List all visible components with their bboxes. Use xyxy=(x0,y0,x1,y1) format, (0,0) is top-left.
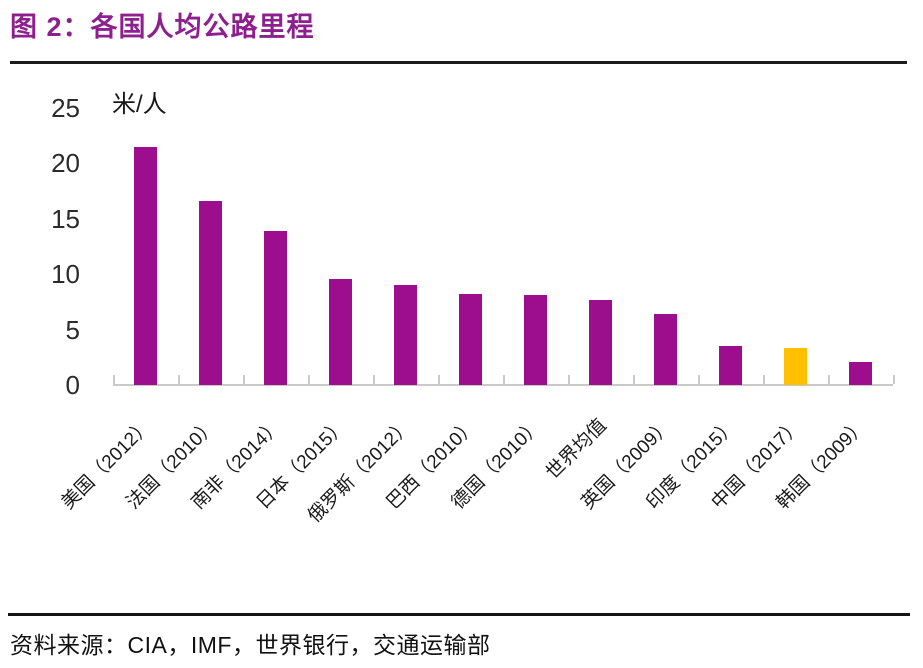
bar-美国（2012） xyxy=(134,146,157,385)
x-axis-tick xyxy=(893,375,895,384)
x-axis-tick xyxy=(828,375,830,384)
x-axis-line xyxy=(113,384,893,386)
chart-title: 图 2：各国人均公路里程 xyxy=(10,12,315,42)
y-axis-tick-label: 5 xyxy=(65,314,80,345)
bar-印度（2015） xyxy=(719,346,742,385)
bar-德国（2010） xyxy=(524,295,547,385)
y-axis-tick-label: 10 xyxy=(51,259,80,290)
x-axis-tick xyxy=(568,375,570,384)
x-axis-tick xyxy=(308,375,310,384)
bar-俄罗斯（2012） xyxy=(394,285,417,385)
y-axis-tick-label: 15 xyxy=(51,203,80,234)
bar-韩国（2009） xyxy=(849,361,872,385)
x-axis-tick xyxy=(113,375,115,384)
source-text: 资料来源：CIA，IMF，世界银行，交通运输部 xyxy=(10,632,491,658)
bar-巴西（2010） xyxy=(459,294,482,385)
x-axis-tick xyxy=(503,375,505,384)
y-axis-tick-label: 20 xyxy=(51,148,80,179)
source-divider-line xyxy=(8,613,910,616)
y-axis-unit-label: 米/人 xyxy=(112,91,167,118)
x-axis-tick xyxy=(438,375,440,384)
x-axis-tick xyxy=(243,375,245,384)
bar-中国（2017） xyxy=(784,348,807,385)
y-axis-tick-label: 0 xyxy=(65,370,80,400)
x-axis-tick xyxy=(178,375,180,384)
x-axis-tick xyxy=(373,375,375,384)
x-axis-tick xyxy=(763,375,765,384)
bar-英国（2009） xyxy=(654,314,677,385)
bar-世界均值 xyxy=(589,299,612,385)
x-axis-tick xyxy=(633,375,635,384)
title-underline xyxy=(10,61,907,64)
y-axis-tick-label: 25 xyxy=(51,93,80,123)
bar-南非（2014） xyxy=(264,230,287,385)
bar-日本（2015） xyxy=(329,278,352,385)
bar-法国（2010） xyxy=(199,201,222,385)
x-axis-tick xyxy=(698,375,700,384)
